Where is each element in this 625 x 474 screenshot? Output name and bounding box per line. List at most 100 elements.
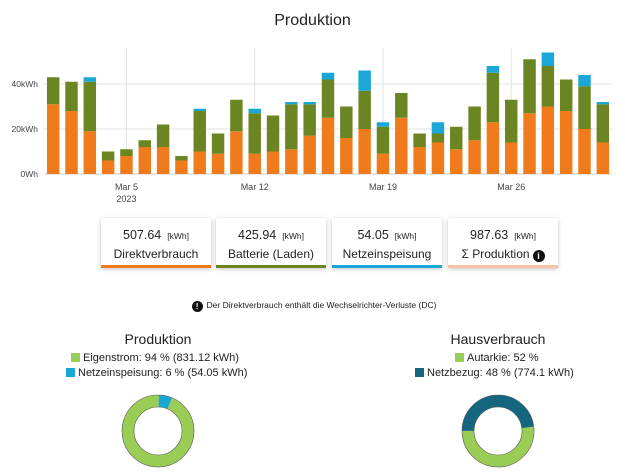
bar-segment[interactable] — [596, 102, 610, 105]
legend-item-netzbezug[interactable]: Netzbezug: 48 % (774.1 kWh) — [415, 367, 574, 379]
bar-segment[interactable] — [395, 93, 408, 118]
bar-segment[interactable] — [65, 111, 78, 174]
bar-segment[interactable] — [285, 104, 298, 150]
bar-segment[interactable] — [523, 59, 536, 114]
donut-segment[interactable] — [462, 395, 534, 432]
donut-segment[interactable] — [158, 395, 173, 410]
bar-segment[interactable] — [523, 113, 536, 174]
legend-item-netzeinspeisung[interactable]: Netzeinspeisung: 6 % (54.05 kWh) — [66, 367, 247, 379]
bar-segment[interactable] — [101, 160, 115, 175]
bar-segment[interactable] — [376, 126, 390, 154]
bar-segment[interactable] — [340, 138, 353, 174]
bar-segment[interactable] — [395, 117, 408, 174]
bar-segment[interactable] — [83, 77, 97, 82]
bar-segment[interactable] — [504, 99, 518, 143]
bar-segment[interactable] — [559, 79, 573, 112]
bar-segment[interactable] — [358, 90, 371, 129]
hausverbrauch-title: Hausverbrauch — [450, 331, 546, 347]
card-netzeinspeisung[interactable]: 54.05 [kWh] Netzeinspeisung — [332, 218, 442, 268]
bar-segment[interactable] — [120, 149, 133, 156]
card-summe-produktion[interactable]: 987.63 [kWh] Σ Produktion i — [448, 218, 558, 268]
bar-segment[interactable] — [193, 151, 206, 175]
bar-segment[interactable] — [376, 122, 390, 127]
card-label: Direktverbrauch — [113, 247, 199, 261]
bar-segment[interactable] — [156, 147, 170, 174]
legend-item-autarkie[interactable]: Autarkie: 52 % — [455, 352, 574, 364]
bar-segment[interactable] — [83, 131, 97, 174]
bar-segment[interactable] — [541, 66, 555, 107]
y-tick-label: 40kWh — [12, 79, 39, 89]
bar-segment[interactable] — [504, 142, 518, 175]
bar-segment[interactable] — [156, 124, 170, 148]
bar-segment[interactable] — [266, 151, 280, 175]
bar-segment[interactable] — [321, 72, 335, 80]
bar-segment[interactable] — [65, 81, 78, 111]
produktion-legend: Eigenstrom: 94 % (831.12 kWh) Netzeinspe… — [66, 352, 247, 379]
bar-segment[interactable] — [413, 133, 426, 148]
bar-segment[interactable] — [578, 129, 591, 174]
bar-segment[interactable] — [431, 133, 445, 143]
bar-segment[interactable] — [541, 106, 555, 175]
bar-segment[interactable] — [468, 106, 481, 141]
bar-segment[interactable] — [211, 133, 225, 154]
card-direktverbrauch[interactable]: 507.64 [kWh] Direktverbrauch — [101, 218, 211, 268]
bar-segment[interactable] — [431, 142, 445, 175]
bar-segment[interactable] — [303, 102, 316, 105]
bar-segment[interactable] — [431, 122, 445, 134]
page-title: Produktion — [274, 12, 351, 29]
production-bar-chart: 0Wh 20kWh 40kWh Mar 5 2023 Mar 12 Mar 19 Mar 26 — [12, 48, 612, 204]
donut-segment[interactable] — [462, 426, 534, 467]
card-unit: [kWh] — [514, 231, 536, 241]
bar-segment[interactable] — [230, 131, 243, 174]
donut-segment[interactable] — [122, 395, 194, 467]
card-value: 507.64 — [123, 228, 162, 242]
bar-segment[interactable] — [248, 113, 261, 154]
bar-segment[interactable] — [321, 117, 335, 174]
bar-segment[interactable] — [120, 156, 133, 174]
bar-segment[interactable] — [596, 142, 610, 175]
x-tick-label: Mar 26 — [497, 182, 525, 192]
bar-segment[interactable] — [321, 79, 335, 118]
bar-segment[interactable] — [193, 108, 206, 111]
bar-segment[interactable] — [358, 70, 371, 91]
bar-segment[interactable] — [468, 140, 481, 174]
bar-segment[interactable] — [578, 75, 591, 87]
legend-item-eigenstrom[interactable]: Eigenstrom: 94 % (831.12 kWh) — [71, 352, 247, 364]
x-tick-label: Mar 19 — [369, 182, 397, 192]
bar-segment[interactable] — [83, 81, 97, 132]
bar-segment[interactable] — [413, 147, 426, 174]
bar-segment[interactable] — [138, 140, 152, 147]
bar-segment[interactable] — [285, 102, 298, 105]
bar-segment[interactable] — [486, 72, 500, 123]
bar-segment[interactable] — [541, 52, 555, 67]
bar-segment[interactable] — [578, 86, 591, 129]
bar-segment[interactable] — [193, 111, 206, 152]
bar-segment[interactable] — [376, 153, 390, 174]
donut-inner-outline — [473, 406, 523, 456]
bar-segment[interactable] — [248, 153, 261, 174]
bar-segment[interactable] — [450, 149, 463, 174]
bar-segment[interactable] — [358, 129, 371, 174]
bar-segment[interactable] — [596, 104, 610, 143]
bar-segment[interactable] — [340, 106, 353, 139]
bar-segment[interactable] — [248, 108, 261, 114]
info-icon[interactable]: i — [532, 250, 545, 262]
bar-segment[interactable] — [138, 147, 152, 174]
card-batterie[interactable]: 425.94 [kWh] Batterie (Laden) — [216, 218, 326, 268]
bar-segment[interactable] — [101, 151, 115, 161]
card-label: Batterie (Laden) — [227, 247, 315, 261]
bar-segment[interactable] — [559, 111, 573, 174]
bar-segment[interactable] — [486, 122, 500, 174]
bar-segment[interactable] — [450, 126, 463, 150]
bar-segment[interactable] — [266, 115, 280, 152]
bar-segment[interactable] — [46, 104, 60, 174]
bar-segment[interactable] — [211, 153, 225, 174]
bar-segment[interactable] — [285, 149, 298, 174]
bar-segment[interactable] — [175, 156, 188, 161]
bar-segment[interactable] — [46, 77, 60, 105]
bar-segment[interactable] — [303, 135, 316, 174]
bar-segment[interactable] — [175, 160, 188, 175]
bar-segment[interactable] — [486, 66, 500, 73]
bar-segment[interactable] — [230, 99, 243, 132]
bar-segment[interactable] — [303, 104, 316, 136]
